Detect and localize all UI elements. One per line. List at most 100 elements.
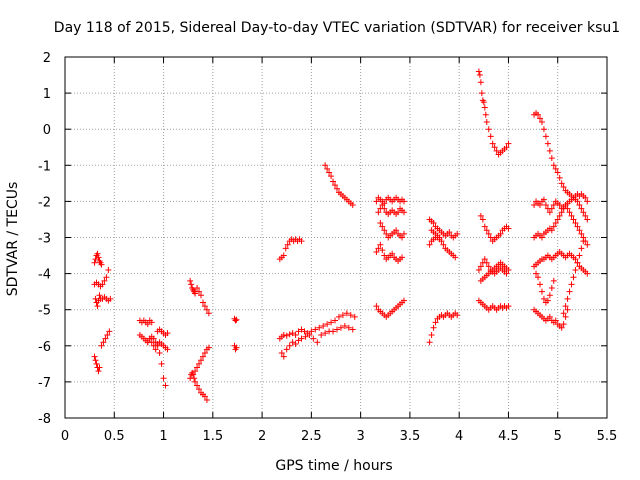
data-point [349,326,356,333]
data-point [188,281,195,288]
series-s33 [475,256,512,277]
data-point [574,198,581,205]
data-point [550,223,557,230]
series-s41 [533,270,557,306]
series-s1 [91,250,105,268]
series-s15 [192,344,212,375]
y-tick-label: -2 [38,195,51,210]
series-s22 [373,297,407,320]
data-point [99,281,106,288]
data-point [233,344,240,351]
data-point [152,346,159,353]
data-point [314,339,321,346]
data-point [536,202,543,209]
data-point [379,202,386,209]
data-point [322,330,329,337]
data-point [548,227,555,234]
x-tick-label: 4.5 [498,429,519,444]
data-point [310,335,317,342]
data-point [379,247,386,254]
data-point [568,281,575,288]
data-point [572,256,579,263]
data-point [582,212,589,219]
data-point [93,360,100,367]
data-point [377,241,384,248]
data-point [194,382,201,389]
data-point [328,319,335,326]
data-point [96,292,103,299]
data-point [436,234,443,241]
data-point [552,220,559,227]
data-point [485,230,492,237]
data-point [438,238,445,245]
data-point [556,212,563,219]
data-point [578,205,585,212]
y-tick-label: 2 [43,51,51,66]
data-point [544,140,551,147]
data-point [98,261,105,268]
data-point [95,254,102,261]
data-point [485,263,492,270]
data-point [292,331,299,338]
data-point [580,238,587,245]
data-point [562,202,569,209]
data-point [197,292,204,299]
data-point [280,353,287,360]
data-point [558,209,565,216]
data-point [482,111,489,118]
data-point [505,225,512,232]
data-point [538,118,545,125]
data-point [148,319,155,326]
data-point [95,368,102,375]
chart-title: Day 118 of 2015, Sidereal Day-to-day VTE… [54,20,620,36]
data-point [196,386,203,393]
data-point [187,277,194,284]
data-point [286,342,293,349]
data-point [332,182,339,189]
x-tick-label: 3.5 [400,429,421,444]
data-point [164,346,171,353]
data-point [562,313,569,320]
data-point [560,183,567,190]
data-point [503,270,510,277]
x-tick-labels: 0 0.5 1 1.5 2 2.5 3 3.5 4 4.5 5 5.5 [61,429,617,444]
data-point [98,342,105,349]
y-tick-label: -4 [38,268,51,283]
data-point [426,339,433,346]
data-point [199,299,206,306]
y-tick-label: 1 [43,87,51,102]
data-point [556,202,563,209]
series-s30 [426,310,461,346]
data-point [564,205,571,212]
series-s36 [531,191,591,216]
data-point [280,252,287,259]
data-point [487,133,494,140]
data-point [584,241,591,248]
data-point [503,144,510,151]
data-point [432,319,439,326]
data-point [191,375,198,382]
data-point [491,144,498,151]
data-point [546,209,553,216]
data-point [446,229,453,236]
data-point [578,230,585,237]
data-point [349,202,356,209]
data-point [106,328,113,335]
data-point [568,212,575,219]
data-point [533,270,540,277]
series-s32 [477,212,512,245]
data-point [280,331,287,338]
data-point [330,328,337,335]
data-point [381,205,388,212]
data-point [94,250,101,257]
data-point [324,321,331,328]
series-s34 [477,259,510,284]
y-tick-label: -6 [38,340,51,355]
data-point [373,303,380,310]
data-point [400,209,407,216]
data-point [101,277,108,284]
data-point [94,303,101,310]
data-point [298,238,305,245]
data-point [160,375,167,382]
